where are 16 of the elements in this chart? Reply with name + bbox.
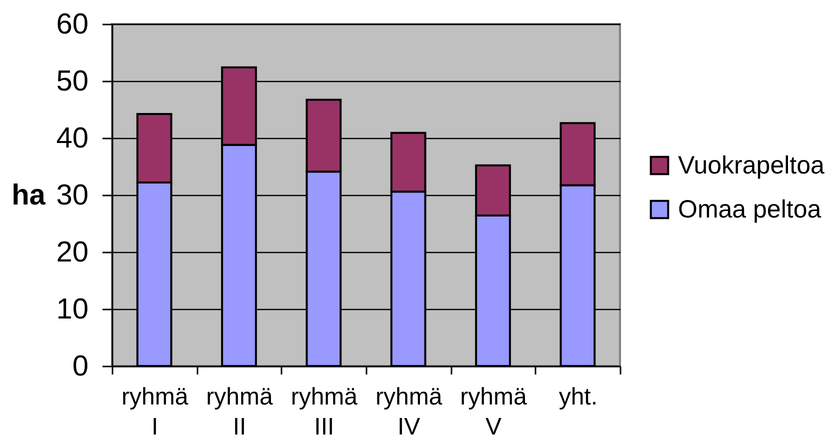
x-tick-label: ryhmä IV bbox=[375, 384, 443, 440]
y-tick-label: 60 bbox=[56, 8, 88, 40]
x-tick-label: ryhmä V bbox=[460, 384, 528, 440]
y-tick-label: 20 bbox=[56, 236, 88, 268]
y-tick-label: 40 bbox=[56, 122, 88, 154]
y-tick-label: 50 bbox=[56, 66, 88, 98]
x-tick-label: yht. bbox=[558, 384, 598, 410]
y-tick-label: 30 bbox=[56, 180, 88, 212]
x-tick-label: ryhmä III bbox=[290, 384, 358, 440]
y-axis-title: ha bbox=[12, 180, 46, 212]
legend-label: Vuokrapeltoa bbox=[678, 152, 824, 180]
x-tick-label: ryhmä II bbox=[206, 384, 274, 440]
y-tick-label: 10 bbox=[56, 294, 88, 326]
y-tick-label: 0 bbox=[72, 350, 88, 382]
x-tick-label: ryhmä I bbox=[121, 384, 189, 440]
legend-label: Omaa peltoa bbox=[678, 196, 822, 224]
